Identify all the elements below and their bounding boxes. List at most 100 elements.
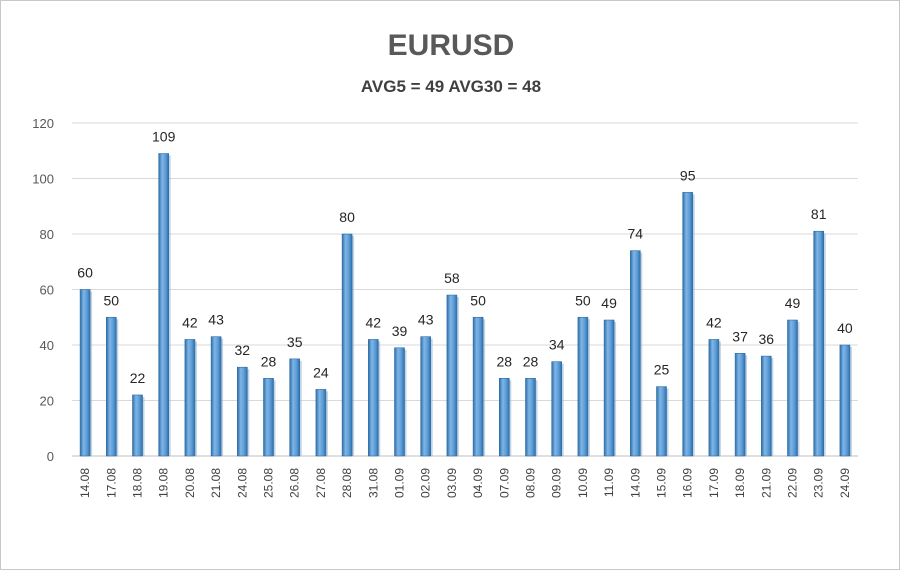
- bar: [682, 192, 694, 457]
- data-label: 28: [497, 353, 513, 369]
- data-label: 50: [470, 292, 486, 308]
- data-label: 49: [785, 295, 801, 311]
- data-label: 22: [130, 370, 146, 386]
- y-tick-label: 100: [32, 172, 54, 187]
- y-tick-label: 40: [40, 338, 54, 353]
- data-label: 43: [418, 312, 434, 328]
- data-label: 37: [732, 328, 748, 344]
- bar: [787, 319, 798, 457]
- data-label: 40: [837, 320, 853, 336]
- x-tick-label: 20.08: [183, 468, 197, 498]
- data-label: 35: [287, 334, 303, 350]
- bars: [79, 153, 852, 457]
- x-tick-label: 25.08: [262, 468, 276, 498]
- x-tick-label: 08.09: [524, 468, 538, 498]
- x-tick-label: 14.08: [78, 468, 92, 498]
- data-label: 49: [601, 295, 617, 311]
- data-label: 50: [575, 292, 591, 308]
- y-tick-label: 120: [32, 116, 54, 131]
- bar: [472, 316, 484, 457]
- data-label: 58: [444, 270, 460, 286]
- x-tick-label: 11.09: [602, 468, 616, 497]
- data-label: 28: [523, 353, 539, 369]
- data-label: 42: [706, 314, 722, 330]
- x-tick-label: 10.09: [576, 468, 590, 498]
- x-tick-label: 28.08: [340, 468, 354, 498]
- x-tick-label: 17.09: [707, 468, 721, 498]
- bar: [237, 366, 248, 457]
- bar: [289, 358, 301, 457]
- data-label: 95: [680, 167, 696, 183]
- x-tick-label: 17.08: [104, 468, 118, 498]
- data-label: 80: [339, 209, 355, 225]
- y-tick-label: 60: [40, 283, 54, 298]
- y-tick-label: 20: [40, 394, 54, 409]
- x-tick-label: 22.09: [786, 468, 800, 498]
- data-label: 109: [152, 129, 176, 145]
- x-tick-label: 03.09: [445, 468, 459, 498]
- y-tick-label: 80: [40, 227, 54, 242]
- x-tick-label: 18.09: [733, 468, 747, 498]
- x-tick-label: 27.08: [314, 468, 328, 498]
- data-label: 81: [811, 206, 827, 222]
- x-tick-label: 07.09: [497, 468, 511, 498]
- data-label: 74: [628, 226, 644, 242]
- x-tick-label: 19.08: [157, 468, 171, 498]
- x-tick-label: 18.08: [131, 468, 145, 498]
- y-tick-label: 0: [47, 449, 54, 464]
- x-tick-label: 24.08: [235, 468, 249, 498]
- bar: [577, 316, 589, 457]
- data-label: 24: [313, 364, 329, 380]
- bar: [394, 347, 405, 457]
- x-tick-label: 16.09: [681, 468, 695, 498]
- bar: [210, 336, 222, 457]
- x-tick-label: 02.09: [419, 468, 433, 498]
- bar: [551, 361, 563, 457]
- bar: [525, 377, 536, 457]
- y-axis: 0 20 40 60 80 100 120: [32, 116, 858, 464]
- data-label: 42: [366, 314, 382, 330]
- data-label: 32: [235, 342, 251, 358]
- data-label: 42: [182, 314, 198, 330]
- x-axis: 14.08 17.08 18.08 19.08 20.08 21.08 24.08 25.08…: [78, 468, 852, 498]
- bar: [603, 319, 615, 457]
- x-tick-label: 04.09: [471, 468, 485, 498]
- x-tick-label: 09.09: [550, 468, 564, 498]
- bar: [656, 386, 667, 457]
- bar: [446, 294, 458, 457]
- bar: [367, 339, 379, 457]
- bar: [158, 153, 169, 457]
- data-label: 39: [392, 323, 408, 339]
- bar: [708, 339, 720, 457]
- bar: [315, 389, 327, 457]
- x-tick-label: 15.09: [655, 468, 669, 498]
- chart-subtitle: AVG5 = 49 AVG30 = 48: [360, 77, 542, 96]
- chart-title: EURUSD: [387, 29, 515, 62]
- x-tick-label: 21.08: [209, 468, 223, 498]
- x-tick-label: 31.08: [366, 468, 380, 498]
- bar: [263, 377, 274, 457]
- bar: [839, 344, 851, 457]
- bar: [184, 339, 196, 457]
- bar: [132, 394, 143, 457]
- x-tick-label: 14.09: [628, 468, 642, 498]
- x-tick-label: 26.08: [288, 468, 302, 498]
- x-tick-label: 21.09: [759, 468, 773, 498]
- data-label: 36: [759, 331, 775, 347]
- bar: [498, 377, 510, 457]
- bar: [341, 233, 353, 457]
- bar: [813, 230, 825, 457]
- bar: [629, 250, 641, 457]
- bar: [734, 353, 746, 457]
- data-label: 34: [549, 337, 565, 353]
- data-labels: 60 50 22 109 42 43 32 28 35 24 80 42 39 43 58 50 28 28 34 5…: [77, 129, 853, 386]
- data-label: 60: [77, 265, 93, 281]
- x-tick-label: 24.09: [838, 468, 852, 498]
- x-tick-label: 01.09: [393, 468, 407, 498]
- bar: [79, 289, 91, 457]
- x-tick-label: 23.09: [812, 468, 826, 498]
- data-label: 50: [104, 292, 120, 308]
- bar: [106, 316, 117, 457]
